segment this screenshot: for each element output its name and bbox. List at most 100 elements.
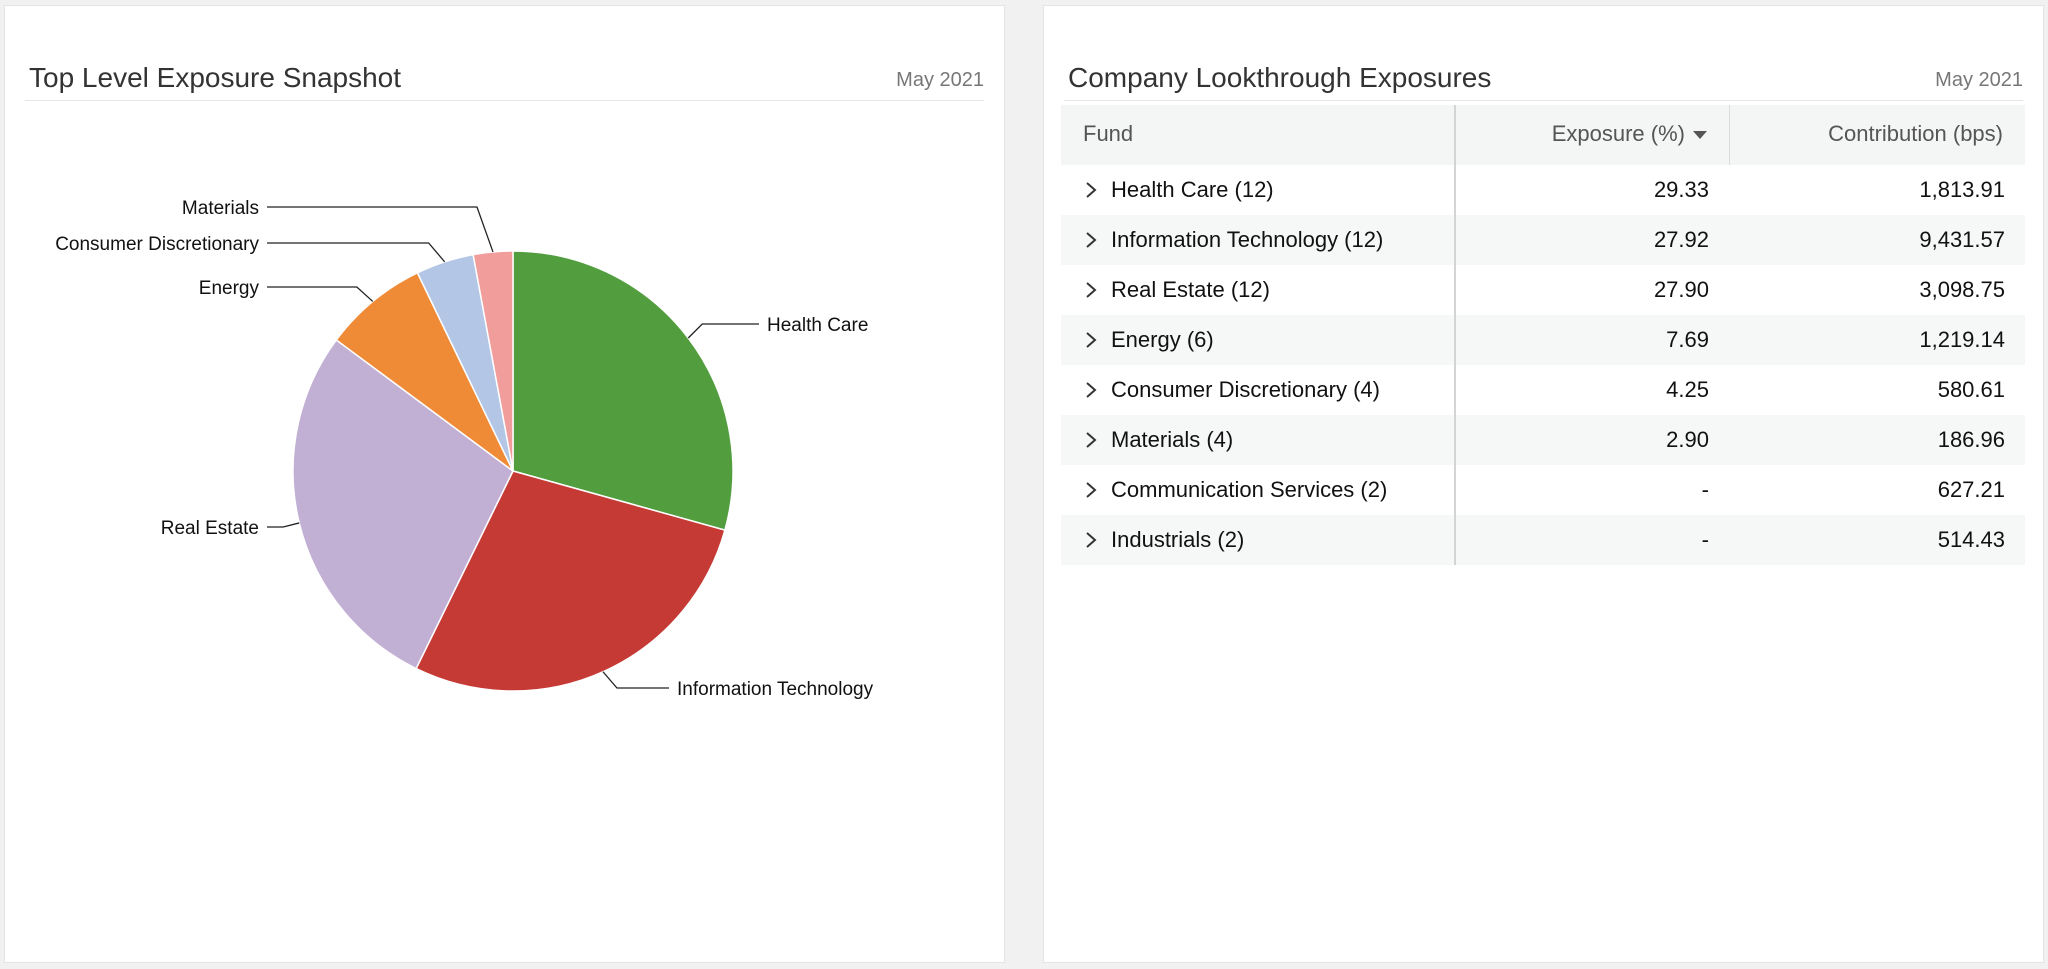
exposure-value: 7.69 [1666, 327, 1709, 352]
fund-name: Materials (4) [1111, 427, 1234, 452]
chevron-right-icon[interactable] [1081, 528, 1101, 552]
fund-cell: Consumer Discretionary (4) [1061, 365, 1456, 415]
contribution-cell: 1,813.91 [1729, 165, 2025, 215]
contribution-value: 3,098.75 [1919, 277, 2005, 302]
exposure-snapshot-panel: Top Level Exposure Snapshot May 2021 Hea… [4, 5, 1005, 963]
chevron-right-icon[interactable] [1081, 278, 1101, 302]
chevron-right-icon[interactable] [1081, 178, 1101, 202]
exposure-value: - [1701, 477, 1709, 502]
exposure-cell: - [1456, 465, 1729, 515]
pie-label: Real Estate [161, 518, 259, 539]
contribution-value: 186.96 [1937, 427, 2005, 452]
exposure-cell: 27.90 [1456, 265, 1729, 315]
contribution-value: 514.43 [1937, 527, 2005, 552]
exposure-cell: 27.92 [1456, 215, 1729, 265]
exposure-cell: 2.90 [1456, 415, 1729, 465]
exposure-column-header[interactable]: Exposure (%) [1456, 105, 1730, 165]
contribution-cell: 514.43 [1729, 515, 2025, 565]
panel-title: Top Level Exposure Snapshot [29, 62, 402, 93]
panel-date: May 2021 [1935, 69, 2023, 91]
fund-name: Information Technology (12) [1111, 227, 1384, 252]
contribution-column-header[interactable]: Contribution (bps) [1729, 105, 2025, 165]
fund-column-label: Fund [1083, 121, 1134, 146]
fund-name: Energy (6) [1111, 327, 1214, 352]
fund-cell: Industrials (2) [1061, 515, 1456, 565]
table-row[interactable]: Consumer Discretionary (4) 4.25 580.61 [1061, 365, 2025, 415]
contribution-value: 627.21 [1937, 477, 2005, 502]
table-row[interactable]: Communication Services (2) - 627.21 [1061, 465, 2025, 515]
contribution-value: 580.61 [1937, 377, 2005, 402]
fund-cell: Communication Services (2) [1061, 465, 1456, 515]
pie-leader-line [602, 671, 669, 689]
fund-cell: Health Care (12) [1061, 165, 1456, 215]
contribution-cell: 580.61 [1729, 365, 2025, 415]
exposure-cell: 7.69 [1456, 315, 1729, 365]
chevron-right-icon[interactable] [1081, 328, 1101, 352]
table-row[interactable]: Real Estate (12) 27.90 3,098.75 [1061, 265, 2025, 315]
fund-cell: Information Technology (12) [1061, 215, 1456, 265]
pie-slice[interactable] [512, 250, 734, 532]
panel-title: Company Lookthrough Exposures [1068, 62, 1492, 93]
contribution-cell: 1,219.14 [1729, 315, 2025, 365]
fund-name: Consumer Discretionary (4) [1111, 377, 1380, 402]
pie-label: Materials [182, 198, 259, 219]
pie-leader-line [267, 522, 300, 528]
exposure-cell: 29.33 [1456, 165, 1729, 215]
exposure-value: 27.90 [1653, 277, 1709, 302]
table-body: Health Care (12) 29.33 1,813.91 Information… [1061, 165, 2025, 565]
chevron-right-icon[interactable] [1081, 478, 1101, 502]
exposure-value: 2.90 [1666, 427, 1709, 452]
contribution-column-label: Contribution (bps) [1828, 121, 2003, 146]
sort-descending-icon[interactable] [1693, 131, 1707, 140]
table-row[interactable]: Materials (4) 2.90 186.96 [1061, 415, 2025, 465]
pie-label: Energy [199, 278, 260, 299]
table-header: Fund Exposure (%) Contribution (bps) [1061, 105, 2025, 165]
fund-column-header[interactable]: Fund [1061, 105, 1456, 165]
chevron-right-icon[interactable] [1081, 378, 1101, 402]
panel-header: Top Level Exposure Snapshot May 2021 [25, 56, 984, 101]
contribution-cell: 627.21 [1729, 465, 2025, 515]
contribution-cell: 3,098.75 [1729, 265, 2025, 315]
table-row[interactable]: Industrials (2) - 514.43 [1061, 515, 2025, 565]
pie-leader-line [267, 242, 446, 263]
exposure-column-label: Exposure (%) [1551, 121, 1685, 146]
table-row[interactable]: Health Care (12) 29.33 1,813.91 [1061, 165, 2025, 215]
chevron-right-icon[interactable] [1081, 428, 1101, 452]
table-row[interactable]: Energy (6) 7.69 1,219.14 [1061, 315, 2025, 365]
contribution-value: 1,219.14 [1919, 327, 2005, 352]
pie-slice[interactable] [335, 271, 514, 472]
fund-name: Real Estate (12) [1111, 277, 1270, 302]
pie-label: Health Care [767, 315, 868, 336]
exposure-value: 27.92 [1653, 227, 1709, 252]
lookthrough-exposures-panel: Company Lookthrough Exposures May 2021 F… [1043, 5, 2044, 963]
exposure-cell: - [1456, 515, 1729, 565]
pie-label: Consumer Discretionary [55, 234, 259, 255]
contribution-cell: 186.96 [1729, 415, 2025, 465]
panel-date: May 2021 [896, 69, 984, 91]
pie-slice[interactable] [472, 250, 514, 472]
table-row[interactable]: Information Technology (12) 27.92 9,431.57 [1061, 215, 2025, 265]
fund-name: Communication Services (2) [1111, 477, 1388, 502]
contribution-value: 9,431.57 [1919, 227, 2005, 252]
contribution-cell: 9,431.57 [1729, 215, 2025, 265]
pie-chart: Health Care Information Technology Real Es… [55, 198, 874, 700]
exposure-cell: 4.25 [1456, 365, 1729, 415]
exposure-value: 29.33 [1653, 177, 1709, 202]
panel-header: Company Lookthrough Exposures May 2021 [1064, 56, 2023, 101]
contribution-value: 1,813.91 [1919, 177, 2005, 202]
fund-cell: Energy (6) [1061, 315, 1456, 365]
fund-name: Industrials (2) [1111, 527, 1245, 552]
pie-leader-line [687, 323, 759, 339]
pie-leader-line [267, 286, 374, 302]
exposure-value: - [1701, 527, 1709, 552]
fund-cell: Real Estate (12) [1061, 265, 1456, 315]
pie-leader-line [267, 206, 494, 253]
pie-slice[interactable] [292, 338, 514, 670]
exposures-table: Fund Exposure (%) Contribution (bps) Hea… [1061, 105, 2025, 565]
exposure-value: 4.25 [1666, 377, 1709, 402]
fund-cell: Materials (4) [1061, 415, 1456, 465]
pie-slice[interactable] [415, 470, 726, 692]
fund-name: Health Care (12) [1111, 177, 1274, 202]
pie-label: Information Technology [677, 679, 874, 700]
chevron-right-icon[interactable] [1081, 228, 1101, 252]
